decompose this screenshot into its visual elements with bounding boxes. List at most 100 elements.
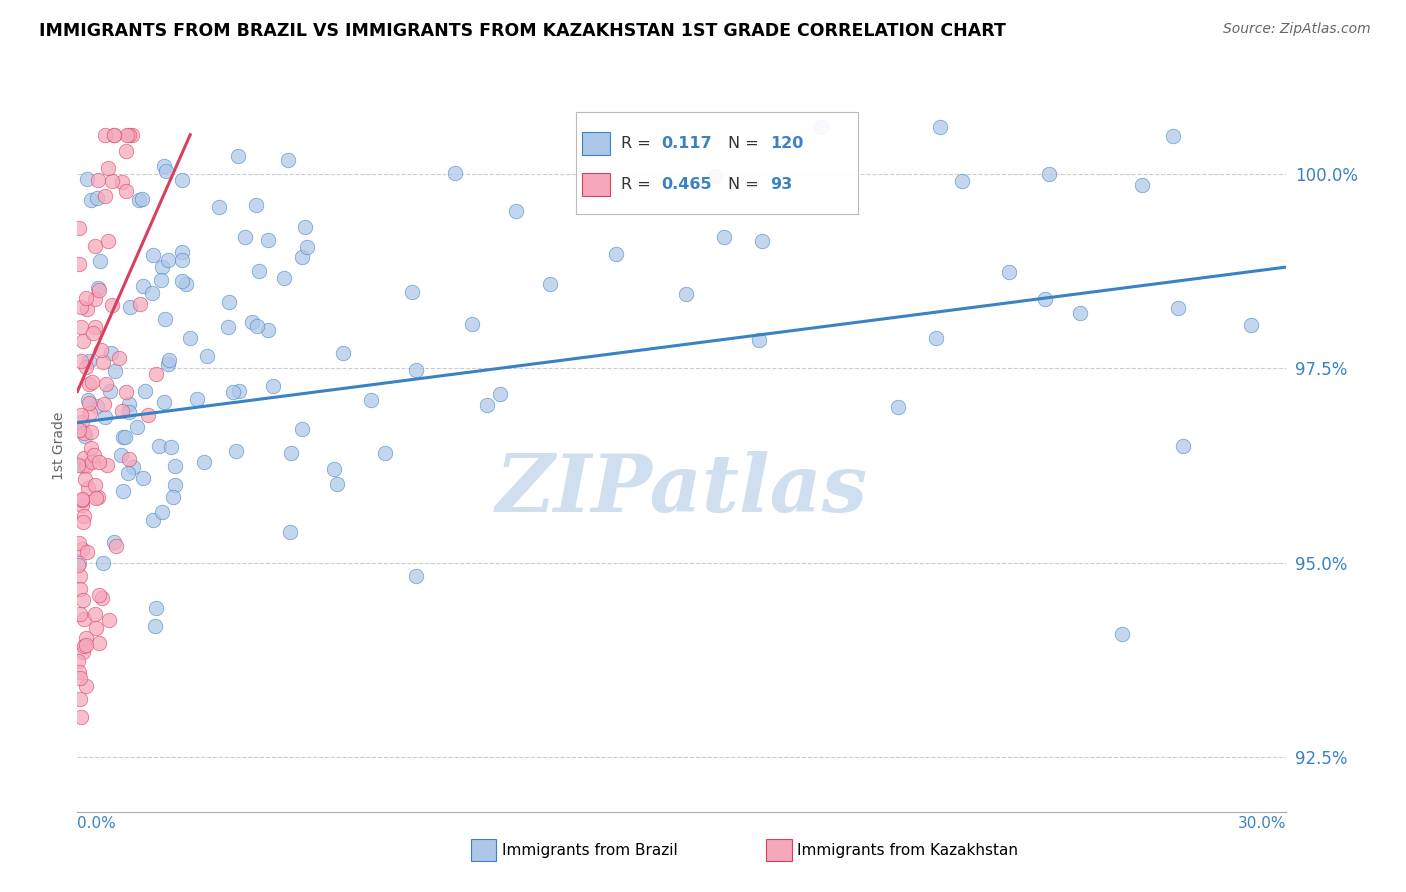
Point — [72, 645, 94, 659]
Y-axis label: 1st Grade: 1st Grade — [52, 412, 66, 480]
Point — [170, 173, 193, 187]
Point — [114, 184, 136, 198]
Point — [142, 513, 165, 527]
Point — [97, 234, 120, 248]
Point — [235, 230, 257, 244]
Point — [121, 459, 143, 474]
Point — [75, 459, 97, 474]
Point — [111, 484, 134, 499]
Point — [89, 455, 111, 469]
Point — [73, 425, 96, 440]
Point — [107, 351, 129, 366]
Point — [118, 397, 141, 411]
Point — [489, 386, 512, 401]
Point — [751, 234, 773, 248]
Point — [117, 466, 139, 480]
Point — [70, 319, 93, 334]
Point — [67, 665, 90, 679]
Bar — [582, 132, 610, 155]
Point — [101, 174, 124, 188]
Point — [69, 409, 91, 423]
Text: 93: 93 — [770, 178, 793, 192]
Point — [111, 175, 134, 189]
Point — [67, 423, 90, 437]
Point — [79, 395, 101, 409]
Point — [273, 270, 295, 285]
Text: 0.0%: 0.0% — [77, 816, 117, 831]
Point — [326, 476, 349, 491]
Point — [69, 607, 91, 622]
Point — [277, 153, 299, 168]
Point — [91, 591, 114, 605]
Point — [69, 692, 91, 706]
Point — [84, 292, 107, 306]
Point — [70, 498, 93, 512]
Point — [125, 419, 148, 434]
Point — [170, 245, 193, 260]
Point — [118, 405, 141, 419]
Point — [73, 508, 96, 523]
Point — [73, 429, 96, 443]
Text: Immigrants from Brazil: Immigrants from Brazil — [502, 843, 678, 857]
Point — [103, 128, 125, 142]
Point — [148, 439, 170, 453]
Point — [117, 128, 139, 142]
Point — [86, 400, 108, 414]
Point — [67, 458, 90, 473]
Point — [73, 639, 96, 653]
Point — [160, 441, 183, 455]
Text: 0.465: 0.465 — [661, 178, 711, 192]
Text: N =: N = — [728, 178, 759, 192]
Point — [810, 120, 832, 134]
Point — [176, 277, 198, 291]
Point — [134, 384, 156, 398]
Point — [91, 557, 114, 571]
Point — [120, 300, 142, 314]
Point — [150, 273, 173, 287]
Point — [76, 172, 98, 186]
Point — [79, 406, 101, 420]
Point — [195, 349, 218, 363]
Point — [77, 376, 100, 391]
Point — [157, 352, 180, 367]
Point — [128, 296, 150, 310]
Point — [208, 200, 231, 214]
Point — [73, 472, 96, 486]
Point — [925, 331, 948, 345]
Point — [67, 257, 90, 271]
Point — [280, 446, 302, 460]
Point — [83, 448, 105, 462]
Text: N =: N = — [728, 136, 759, 151]
Text: ZIPatlas: ZIPatlas — [496, 451, 868, 529]
Point — [170, 274, 193, 288]
Point — [165, 478, 187, 492]
Point — [141, 286, 163, 301]
Point — [117, 452, 139, 467]
Point — [1033, 293, 1056, 307]
Point — [121, 128, 143, 142]
Point — [87, 281, 110, 295]
Point — [104, 364, 127, 378]
Point — [186, 392, 208, 406]
Point — [165, 458, 187, 473]
Point — [75, 359, 97, 374]
Point — [117, 128, 139, 142]
Point — [72, 593, 94, 607]
Point — [89, 254, 111, 268]
Point — [86, 173, 108, 187]
Point — [72, 459, 94, 474]
Point — [67, 654, 90, 668]
Point — [505, 203, 527, 218]
Text: 30.0%: 30.0% — [1239, 816, 1286, 831]
Point — [69, 300, 91, 314]
Point — [1167, 301, 1189, 315]
Point — [405, 362, 427, 376]
Point — [374, 445, 396, 459]
Point — [145, 600, 167, 615]
Point — [80, 454, 103, 468]
Point — [91, 354, 114, 368]
Point — [83, 320, 105, 334]
Point — [67, 221, 90, 235]
Point — [70, 354, 93, 368]
Point — [97, 161, 120, 176]
